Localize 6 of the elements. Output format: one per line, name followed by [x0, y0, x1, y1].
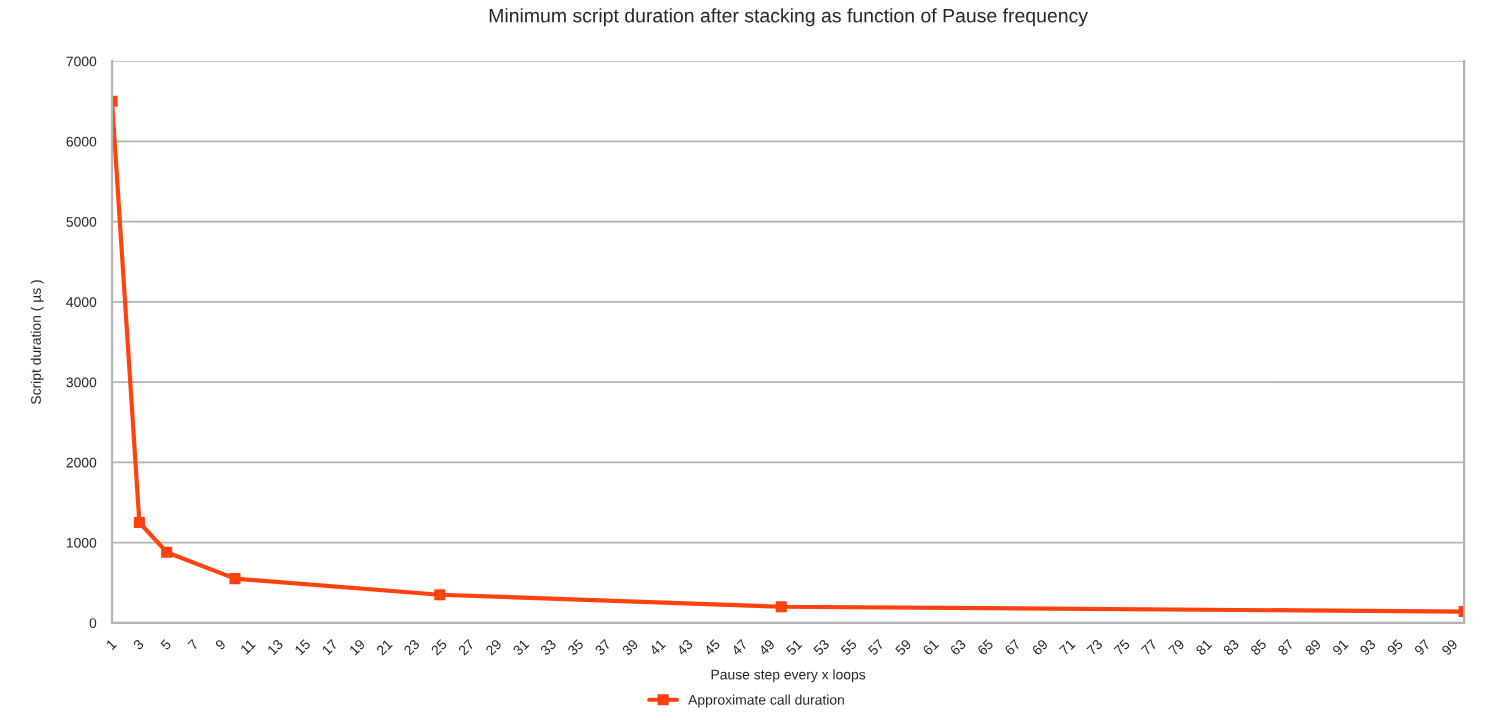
point: [434, 589, 446, 601]
point: [229, 573, 241, 585]
point: [161, 546, 173, 558]
point: [775, 601, 787, 613]
point: [133, 516, 145, 529]
chart-title: Minimum script duration after stacking as function of Pause frequency: [489, 8, 1088, 27]
